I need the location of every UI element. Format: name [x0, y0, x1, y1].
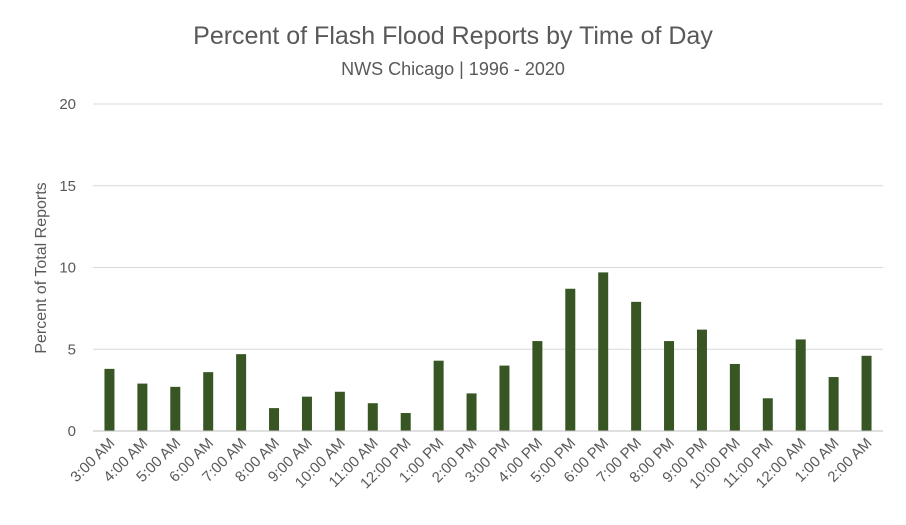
y-tick-label: 5 [68, 341, 76, 358]
bar [301, 396, 312, 431]
chart-title: Percent of Flash Flood Reports by Time o… [193, 22, 713, 50]
bar [696, 329, 707, 431]
gridlines [93, 103, 883, 350]
bar [236, 354, 247, 431]
bar [861, 355, 872, 431]
y-tick-label: 20 [59, 96, 76, 113]
bar [203, 372, 214, 431]
bar [433, 360, 444, 431]
bars [104, 272, 872, 431]
bar [400, 413, 411, 431]
bar [104, 368, 115, 431]
bar [631, 301, 642, 431]
bar [170, 386, 181, 431]
bar [466, 393, 477, 431]
bar [762, 398, 773, 431]
bar [499, 365, 510, 431]
bar [532, 341, 543, 431]
y-tick-label: 0 [68, 423, 76, 440]
bar [137, 383, 148, 431]
bar [367, 403, 378, 431]
bar [334, 391, 345, 431]
y-axis-label: Percent of Total Reports [33, 182, 50, 353]
bar [598, 272, 609, 431]
bar [828, 377, 839, 431]
bar [795, 339, 806, 431]
y-tick-label: 10 [59, 260, 76, 277]
chart-subtitle: NWS Chicago | 1996 - 2020 [341, 59, 565, 79]
bar [729, 363, 740, 431]
x-tick-labels: 3:00 AM4:00 AM5:00 AM6:00 AM7:00 AM8:00 … [67, 435, 875, 492]
y-tick-label: 15 [59, 178, 76, 195]
bar [565, 288, 576, 431]
y-tick-labels: 0 5 10 15 20 [59, 96, 76, 440]
bar [269, 408, 280, 431]
bar [664, 341, 675, 431]
